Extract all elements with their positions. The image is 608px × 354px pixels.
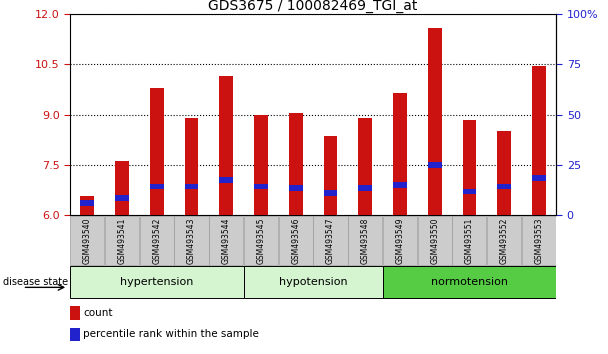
Bar — [115, 161, 129, 215]
Text: GSM493545: GSM493545 — [257, 217, 266, 264]
FancyBboxPatch shape — [522, 216, 556, 265]
FancyBboxPatch shape — [140, 216, 174, 265]
Text: GSM493541: GSM493541 — [117, 217, 126, 264]
Text: GSM493547: GSM493547 — [326, 217, 335, 264]
Bar — [185, 184, 198, 189]
Bar — [497, 184, 511, 189]
Bar — [428, 162, 441, 167]
FancyBboxPatch shape — [383, 216, 417, 265]
Bar — [358, 118, 372, 215]
Bar — [289, 185, 303, 191]
Text: disease state: disease state — [3, 277, 68, 287]
Bar — [80, 196, 94, 215]
Bar — [70, 327, 80, 341]
FancyBboxPatch shape — [71, 216, 105, 265]
Text: GSM493550: GSM493550 — [430, 217, 439, 264]
Bar — [463, 189, 477, 194]
Bar — [219, 76, 233, 215]
Bar — [323, 190, 337, 196]
Bar — [254, 115, 268, 215]
Bar — [463, 120, 477, 215]
Text: GSM493551: GSM493551 — [465, 217, 474, 264]
Bar — [323, 136, 337, 215]
Text: GSM493553: GSM493553 — [534, 217, 544, 264]
FancyBboxPatch shape — [314, 216, 348, 265]
Text: GSM493552: GSM493552 — [500, 217, 509, 264]
FancyBboxPatch shape — [382, 266, 556, 298]
Bar — [532, 175, 546, 181]
FancyBboxPatch shape — [105, 216, 139, 265]
Text: percentile rank within the sample: percentile rank within the sample — [83, 330, 259, 339]
FancyBboxPatch shape — [418, 216, 452, 265]
Bar — [115, 195, 129, 201]
Bar — [150, 88, 164, 215]
FancyBboxPatch shape — [244, 266, 382, 298]
FancyBboxPatch shape — [348, 216, 382, 265]
Text: GSM493544: GSM493544 — [222, 217, 231, 264]
Text: count: count — [83, 308, 113, 318]
Bar — [289, 113, 303, 215]
FancyBboxPatch shape — [487, 216, 521, 265]
Text: GSM493546: GSM493546 — [291, 217, 300, 264]
Bar — [428, 28, 441, 215]
Text: hypertension: hypertension — [120, 277, 193, 287]
FancyBboxPatch shape — [70, 266, 244, 298]
Bar — [532, 66, 546, 215]
Bar — [219, 177, 233, 183]
FancyBboxPatch shape — [209, 216, 243, 265]
Bar — [393, 93, 407, 215]
Bar — [185, 118, 198, 215]
Text: normotension: normotension — [431, 277, 508, 287]
Text: GSM493548: GSM493548 — [361, 217, 370, 264]
Title: GDS3675 / 100082469_TGI_at: GDS3675 / 100082469_TGI_at — [209, 0, 418, 13]
Bar — [358, 185, 372, 191]
FancyBboxPatch shape — [174, 216, 209, 265]
FancyBboxPatch shape — [452, 216, 486, 265]
Bar — [150, 184, 164, 189]
Bar — [254, 184, 268, 189]
Text: GSM493543: GSM493543 — [187, 217, 196, 264]
Bar — [70, 307, 80, 320]
Bar — [80, 200, 94, 206]
Text: hypotension: hypotension — [279, 277, 347, 287]
Text: GSM493540: GSM493540 — [83, 217, 92, 264]
FancyBboxPatch shape — [244, 216, 278, 265]
Text: GSM493542: GSM493542 — [152, 217, 161, 264]
Bar — [393, 182, 407, 188]
FancyBboxPatch shape — [278, 216, 313, 265]
Bar — [497, 131, 511, 215]
Text: GSM493549: GSM493549 — [395, 217, 404, 264]
